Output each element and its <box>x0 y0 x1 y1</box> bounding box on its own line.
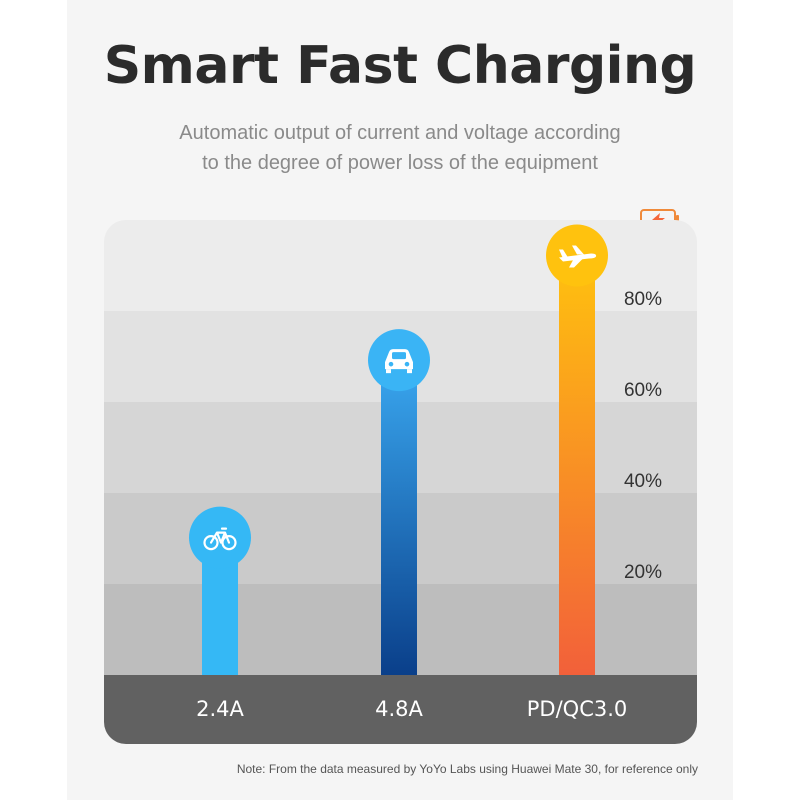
x-category-label: PD/QC3.0 <box>527 697 628 721</box>
x-category-label: 2.4A <box>196 697 244 721</box>
footnote: Note: From the data measured by YoYo Lab… <box>236 762 698 776</box>
y-tick-label: 80% <box>624 289 662 310</box>
page-title: Smart Fast Charging <box>103 36 697 96</box>
chart-canvas: 20% 40% 60% 80% 2.4A 4.8A PD/QC3.0 <box>104 220 697 744</box>
x-category-label: 4.8A <box>375 697 423 721</box>
y-tick-label: 20% <box>624 562 662 583</box>
airplane-icon <box>559 245 597 268</box>
car-icon <box>385 349 413 374</box>
subtitle: Automatic output of current and voltage … <box>0 118 800 178</box>
grid-band <box>104 220 697 311</box>
bar-chart: 20% 40% 60% 80% 2.4A 4.8A PD/QC3.0 <box>104 220 697 744</box>
subtitle-line-2: to the degree of power loss of the equip… <box>202 152 598 174</box>
y-tick-label: 40% <box>624 471 662 492</box>
bar-3 <box>559 255 595 675</box>
y-tick-label: 60% <box>624 380 662 401</box>
bicycle-icon <box>203 527 237 551</box>
bar-2 <box>381 360 417 675</box>
subtitle-line-1: Automatic output of current and voltage … <box>179 122 621 144</box>
category-axis-strip <box>104 675 697 744</box>
